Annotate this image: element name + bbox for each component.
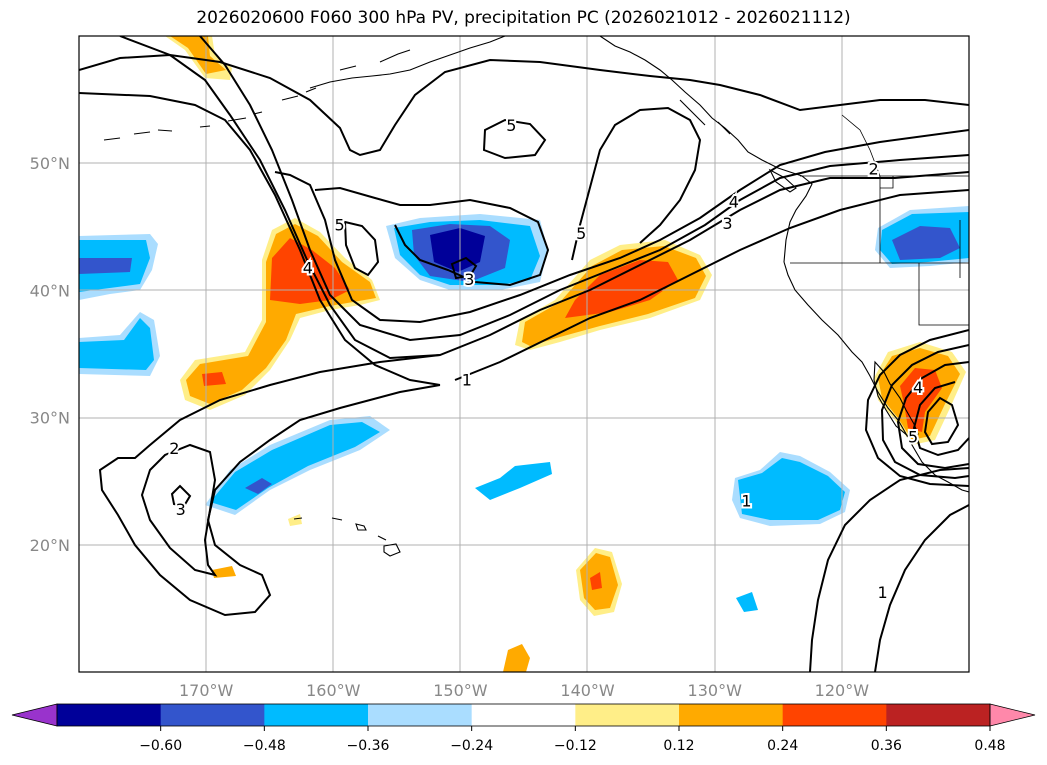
colorbar-swatch bbox=[471, 704, 576, 726]
longitude-label: 170°W bbox=[179, 681, 234, 700]
latitude-label: 50°N bbox=[30, 154, 70, 173]
colorbar-swatch bbox=[160, 704, 265, 726]
positive-precip-area bbox=[270, 238, 350, 304]
contour-label: 1 bbox=[462, 370, 472, 389]
colorbar-swatch bbox=[679, 704, 784, 726]
positive-precip-area bbox=[202, 372, 226, 386]
colorbar-tick-label: 0.12 bbox=[663, 738, 694, 754]
pv-contours bbox=[79, 36, 969, 672]
contour-label: 5 bbox=[576, 224, 586, 243]
colorbar-swatch bbox=[57, 704, 162, 726]
colorbar-tick-label: −0.60 bbox=[139, 738, 182, 754]
contour-label: 4 bbox=[729, 192, 739, 211]
longitude-label: 120°W bbox=[815, 681, 870, 700]
longitude-labels: 170°W 160°W 150°W 140°W 130°W 120°W bbox=[179, 681, 869, 700]
colorbar-swatch bbox=[782, 704, 887, 726]
positive-precip-area bbox=[212, 566, 236, 578]
contour-label: 3 bbox=[464, 270, 474, 289]
contour-label: 2 bbox=[869, 159, 879, 178]
contour-labels: 5 5 5 4 3 3 4 2 1 2 3 1 1 4 5 bbox=[167, 114, 925, 604]
contour-label: 3 bbox=[176, 500, 186, 519]
colorbar-tick-label: 0.48 bbox=[974, 738, 1005, 754]
colorbar-tick-label: 0.24 bbox=[767, 738, 798, 754]
contour-label: 5 bbox=[335, 215, 345, 234]
positive-precip-area bbox=[565, 260, 678, 318]
colorbar-extension-high bbox=[989, 703, 1036, 727]
negative-precip-area bbox=[79, 318, 154, 370]
colorbar-tick-label: −0.36 bbox=[347, 738, 390, 754]
positive-precip-area bbox=[590, 572, 602, 590]
colorbar-tick-label: −0.24 bbox=[450, 738, 493, 754]
latitude-label: 30°N bbox=[30, 409, 70, 428]
positive-precip-area bbox=[288, 514, 302, 526]
map-frame bbox=[78, 35, 970, 673]
contour-label: 3 bbox=[722, 214, 732, 233]
longitude-label: 130°W bbox=[688, 681, 743, 700]
map-title: 2026020600 F060 300 hPa PV, precipitatio… bbox=[196, 8, 851, 28]
contour-label: 5 bbox=[908, 428, 918, 447]
negative-precip-area bbox=[892, 226, 960, 260]
positive-precip-area bbox=[170, 36, 226, 74]
colorbar-extension-low bbox=[11, 703, 58, 727]
negative-precip-area bbox=[475, 462, 552, 500]
coastlines bbox=[103, 36, 969, 557]
positive-precip-area bbox=[503, 644, 530, 672]
positive-precip-area bbox=[900, 368, 942, 432]
map-plot-area: 5 5 5 4 3 3 4 2 1 2 3 1 1 4 5 bbox=[79, 36, 969, 672]
longitude-label: 160°W bbox=[306, 681, 361, 700]
latitude-labels: 50°N 40°N 30°N 20°N bbox=[30, 154, 70, 555]
negative-precip-area bbox=[736, 592, 758, 612]
negative-precip-area bbox=[245, 478, 272, 494]
colorbar-frame bbox=[56, 703, 991, 727]
colorbar-swatch bbox=[368, 704, 473, 726]
latitude-label: 40°N bbox=[30, 281, 70, 300]
colorbar: −0.60 −0.48 −0.36 −0.24 −0.12 0.12 0.24 0.36 0.4… bbox=[11, 703, 1036, 754]
colorbar-tick-label: −0.48 bbox=[243, 738, 286, 754]
longitude-label: 150°W bbox=[433, 681, 488, 700]
negative-precip-area bbox=[738, 458, 845, 520]
colorbar-swatch bbox=[264, 704, 369, 726]
longitude-label: 140°W bbox=[560, 681, 615, 700]
contour-label: 1 bbox=[741, 491, 751, 510]
colorbar-tick-label: −0.12 bbox=[554, 738, 597, 754]
contour-label: 1 bbox=[877, 583, 887, 602]
colorbar-swatch bbox=[886, 704, 991, 726]
negative-precip-area bbox=[79, 258, 132, 274]
contour-label: 4 bbox=[303, 259, 313, 278]
colorbar-tick-label: 0.36 bbox=[871, 738, 902, 754]
latitude-label: 20°N bbox=[30, 536, 70, 555]
colorbar-swatch bbox=[575, 704, 680, 726]
contour-label: 2 bbox=[169, 439, 179, 458]
contour-label: 4 bbox=[913, 378, 923, 397]
contour-label: 5 bbox=[506, 116, 516, 135]
graticule bbox=[79, 36, 969, 672]
